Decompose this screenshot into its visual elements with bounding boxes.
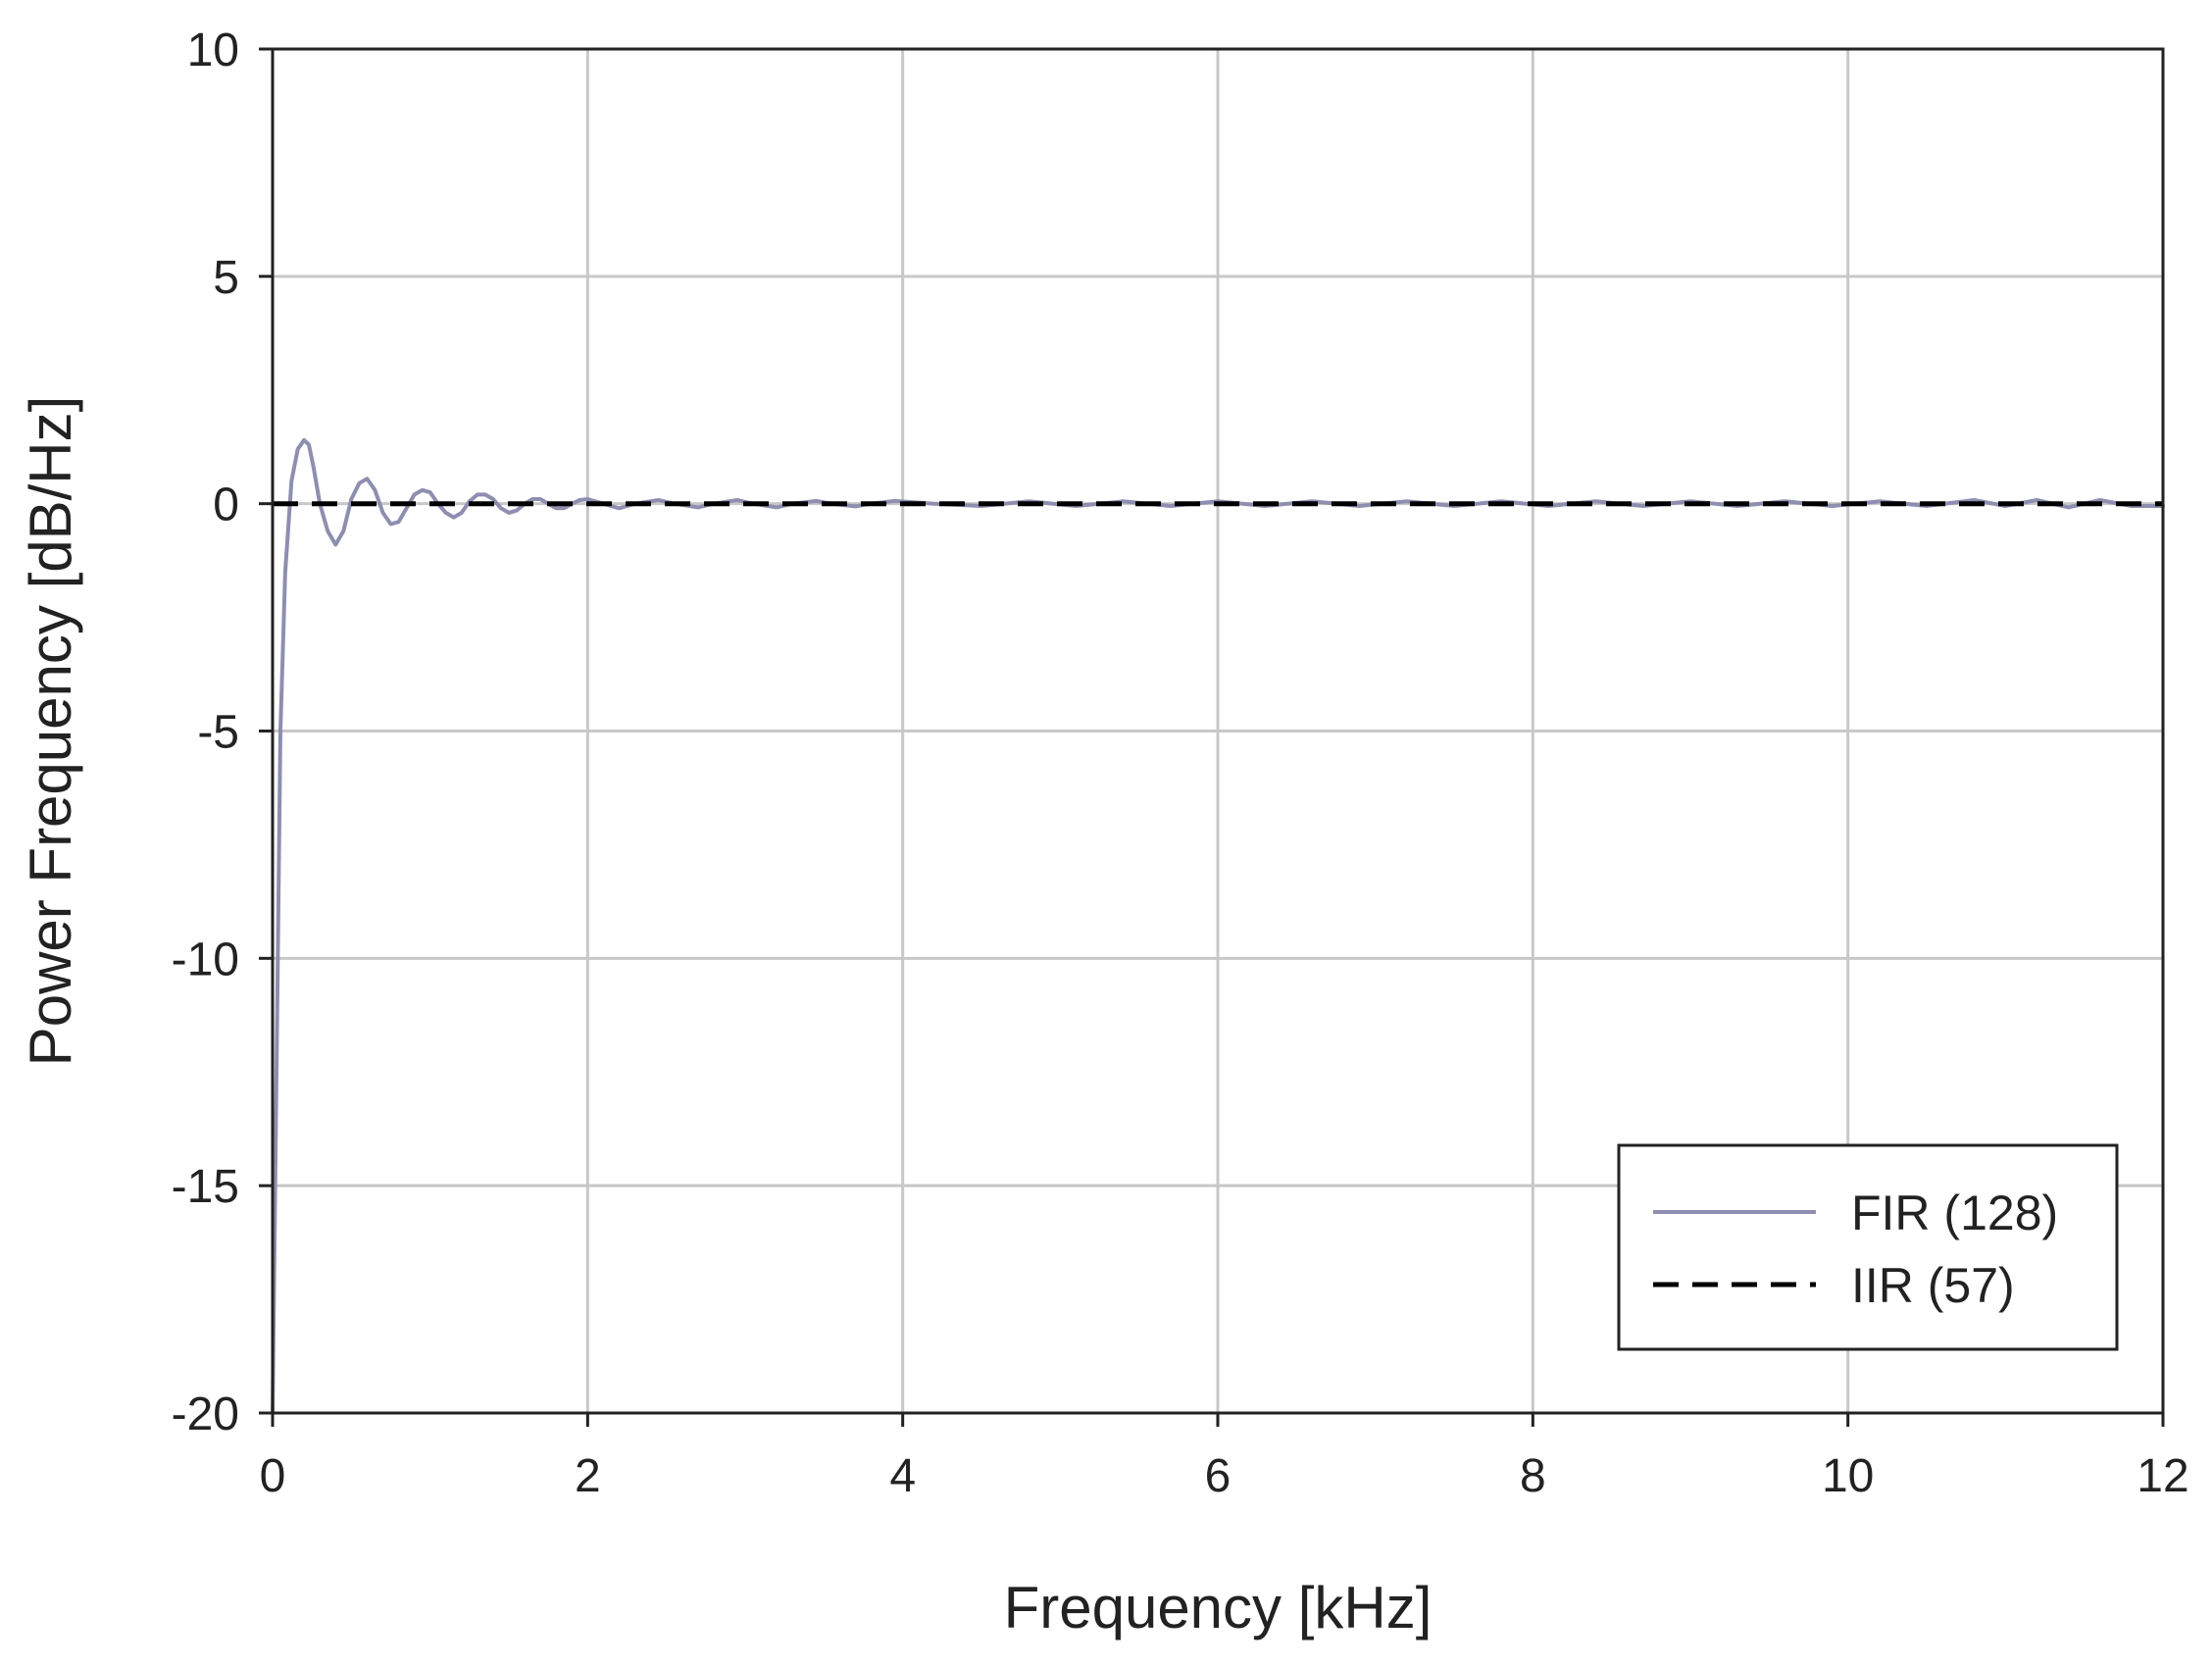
x-tick-label-1: 2 [575,1450,601,1502]
legend-label-fir: FIR (128) [1851,1186,2058,1240]
plot-lines [271,437,2165,1415]
tick-labels: 0 2 4 6 8 10 12 10 5 0 -5 -10 -15 -20 [172,25,2189,1502]
y-tick-label-2: 0 [213,480,239,531]
x-tick-label-4: 8 [1520,1450,1546,1502]
legend-box [1617,1143,2119,1351]
x-axis-title: Frequency [kHz] [1004,1575,1433,1641]
x-tick-label-6: 12 [2137,1450,2188,1502]
x-tick-label-0: 0 [260,1450,286,1502]
y-tick-label-0: 10 [187,25,239,76]
y-axis-title: Power Frequency [dB/Hz] [18,396,83,1067]
y-tick-label-5: -15 [172,1161,239,1213]
x-tick-label-2: 4 [889,1450,916,1502]
x-tick-label-5: 10 [1822,1450,1874,1502]
legend: FIR (128) IIR (57) [1617,1143,2119,1351]
y-tick-label-3: -5 [197,707,239,759]
legend-label-iir: IIR (57) [1851,1258,2015,1313]
x-tick-label-3: 6 [1205,1450,1232,1502]
y-tick-label-4: -10 [172,934,239,985]
y-tick-label-6: -20 [172,1388,239,1440]
y-tick-label-1: 5 [213,252,239,304]
axis-ticks [259,47,2165,1427]
